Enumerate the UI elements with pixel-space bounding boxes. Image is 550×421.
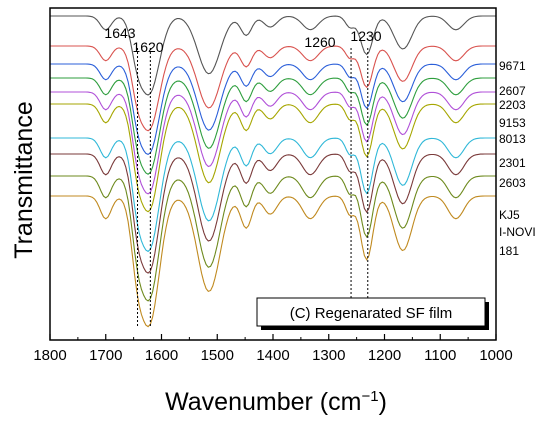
series-label-9671: 9671: [499, 59, 526, 73]
peak-label-1643: 1643: [104, 25, 135, 41]
peak-label-1260: 1260: [304, 34, 335, 50]
peak-label-1620: 1620: [132, 39, 163, 55]
series-line-2203: [50, 63, 496, 156]
annotation-box-frame: [256, 297, 486, 327]
series-label-2607: 2607: [499, 84, 526, 98]
series-line-8013: [50, 91, 496, 195]
series-line-9671: [50, 15, 496, 96]
peak-label-1230: 1230: [350, 28, 381, 44]
series-label-2203: 2203: [499, 98, 526, 112]
x-tick-label-1500: 1500: [201, 347, 234, 364]
series-line-2301: [50, 103, 496, 213]
series-line-181: [50, 195, 496, 328]
annotation-box: (C) Regenarated SF film: [256, 297, 489, 330]
series-line-2603: [50, 137, 496, 253]
series-label-2603: 2603: [499, 176, 526, 190]
x-tick-label-1200: 1200: [368, 347, 401, 364]
x-axis-title-sup: −1: [361, 388, 378, 405]
x-tick-label-1700: 1700: [89, 347, 122, 364]
plot-frame: [49, 7, 497, 341]
x-tick-label-1800: 1800: [33, 347, 66, 364]
x-tick-label-1600: 1600: [145, 347, 178, 364]
x-tick-label-1400: 1400: [256, 347, 289, 364]
y-axis-title: Transmittance: [10, 101, 38, 258]
x-tick-label-1000: 1000: [479, 347, 512, 364]
x-axis-title: Wavenumber (cm−1): [165, 388, 387, 416]
series-label-2301: 2301: [499, 156, 526, 170]
axes: 1800 1700 1600 1500 1400 1300 1200 1100 1000: [33, 7, 513, 364]
series-label-181: 181: [499, 244, 519, 258]
x-tick-label-1100: 1100: [424, 347, 456, 364]
x-axis-title-close: ): [379, 388, 387, 416]
x-tick-label-1300: 1300: [312, 347, 345, 364]
series-line-KJ5: [50, 153, 496, 274]
x-axis-title-main: Wavenumber (cm: [165, 388, 361, 416]
series-line-2607: [50, 45, 496, 132]
series-label-8013: 8013: [499, 132, 526, 146]
series-layer: [50, 15, 496, 328]
series-line-9153: [50, 77, 496, 175]
series-label-9153: 9153: [499, 116, 526, 130]
series-label-KJ5: KJ5: [499, 208, 520, 222]
series-line-I-NOVI: [50, 175, 496, 302]
annotation-box-text: (C) Regenarated SF film: [290, 305, 453, 322]
series-label-I-NOVI: I-NOVI: [499, 225, 536, 239]
